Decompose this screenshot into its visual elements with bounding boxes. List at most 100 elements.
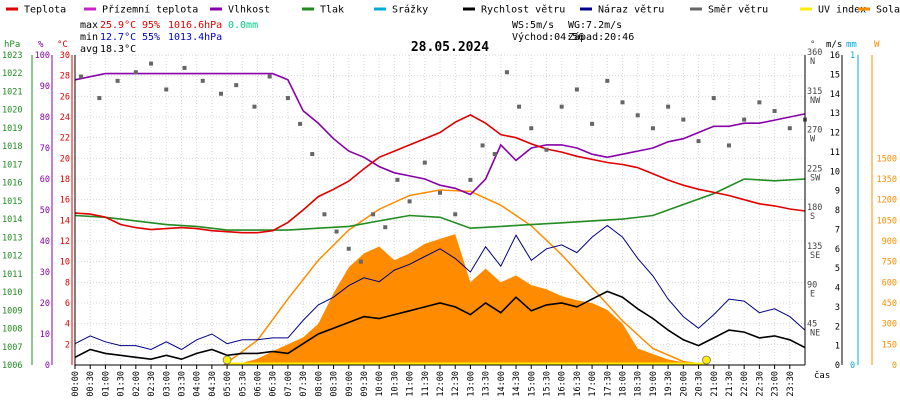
direction-tick-compass: SW [810,173,821,183]
x-tick-label: 07:30 [299,371,309,397]
temperature-tick-label: 10 [60,258,70,268]
stat-max-pressure: 1016.6hPa [168,20,222,31]
legend-label: Teplota [24,5,66,16]
solar-tick-label: 300 [882,320,897,330]
temperature-line [74,114,806,234]
humidity-tick-label: 0 [45,361,50,371]
x-tick-label: 12:00 [436,371,446,397]
wind-tick-label: 8 [835,206,840,216]
wind-tick-label: 2 [835,322,840,332]
temperature-tick-label: 30 [60,51,70,61]
direction-point [480,143,485,148]
pressure-tick-label: 1008 [2,325,22,335]
legend-label: Tlak [320,5,344,16]
pressure-tick-label: 1016 [2,179,22,189]
direction-point [620,100,625,105]
wind-tick-label: 14 [830,90,840,100]
stat-min-humidity: 55% [142,32,160,43]
direction-tick-compass: E [810,290,815,300]
x-tick-label: 09:00 [345,371,355,397]
direction-tick-label: 180 [807,203,822,213]
x-tick-label: 05:30 [238,371,248,397]
legend-label: UV index [818,5,866,16]
wind-tick-label: 12 [830,129,840,139]
pressure-tick-label: 1013 [2,233,22,243]
pressure-tick-label: 1021 [2,87,22,97]
temperature-tick-label: 22 [60,134,70,144]
direction-tick-label: 315 [807,87,822,97]
direction-point [310,152,315,157]
direction-point [666,104,671,109]
solar-tick-label: 1200 [877,196,897,206]
x-tick-label: 16:30 [573,371,583,397]
x-tick-label: 00:30 [86,371,96,397]
x-tick-label: 02:00 [132,371,142,397]
direction-point [164,87,169,92]
direction-point [252,104,257,109]
pressure-tick-label: 1007 [2,343,22,353]
direction-tick-compass: NE [810,328,820,338]
x-tick-label: 17:30 [603,371,613,397]
x-tick-label: 23:00 [771,371,781,397]
temperature-tick-label: 6 [65,299,70,309]
stat-sunrise: Východ:04:56 [512,31,584,43]
direction-point [650,126,655,131]
stat-min-label: min [80,32,98,43]
stat-wind-gust: WG:7.2m/s [568,20,622,31]
wind-tick-label: 16 [830,51,840,61]
stat-rain: 0.0mm [228,20,258,31]
direction-point [590,121,595,126]
chart-date: 28.05.2024 [411,40,489,55]
x-tick-label: 14:00 [497,371,507,397]
humidity-tick-label: 40 [40,237,50,247]
direction-point [544,147,549,152]
x-axis: 00:00 00:30 01:00 01:30 02:00 02:30 03:00 03:30… [71,365,830,397]
legend-label: Přízemní teplota [102,4,198,16]
direction-point [757,100,762,105]
humidity-tick-label: 20 [40,299,50,309]
direction-point [395,177,400,182]
direction-point [772,108,777,113]
rain-tick-label: 1 [850,51,855,61]
solar-tick-label: 1500 [877,154,897,164]
temperature-tick-label: 20 [60,154,70,164]
temperature-tick-label: 12 [60,237,70,247]
stat-avg-label: avg [80,44,98,55]
wind-tick-label: 10 [830,167,840,177]
direction-tick-compass: S [810,212,815,222]
x-tick-label: 19:30 [664,371,674,397]
humidity-line [74,72,806,196]
x-tick-label: 06:30 [269,371,279,397]
solar-tick-label: 1050 [877,216,897,226]
humidity-tick-label: 10 [40,330,50,340]
x-tick-label: 12:30 [451,371,461,397]
pressure-tick-label: 1012 [2,252,22,262]
x-tick-label: 19:00 [649,371,659,397]
x-tick-label: 04:00 [193,371,203,397]
pressure-tick-label: 1014 [2,215,22,225]
x-tick-label: 18:30 [634,371,644,397]
x-tick-label: 06:00 [254,371,264,397]
solar-tick-label: 150 [882,340,897,350]
x-tick-label: 14:30 [512,371,522,397]
pressure-tick-label: 1019 [2,124,22,134]
humidity-tick-label: 70 [40,144,50,154]
direction-point [234,83,239,88]
legend-label: Rychlost větru [481,4,565,16]
wind-tick-label: 4 [835,284,840,294]
x-tick-label: 11:00 [406,371,416,397]
direction-tick-compass: W [810,135,816,145]
direction-point [267,74,272,79]
direction-point [149,61,154,66]
x-tick-label: 03:30 [177,371,187,397]
x-tick-label: 10:30 [390,371,400,397]
direction-point [711,96,716,101]
x-tick-label: 09:30 [360,371,370,397]
x-tick-label: 15:00 [527,371,537,397]
humidity-tick-label: 80 [40,113,50,123]
direction-point [742,117,747,122]
x-axis-unit: čas [814,370,830,381]
x-tick-label: 05:00 [223,371,233,397]
legend-label: Směr větru [708,4,768,16]
